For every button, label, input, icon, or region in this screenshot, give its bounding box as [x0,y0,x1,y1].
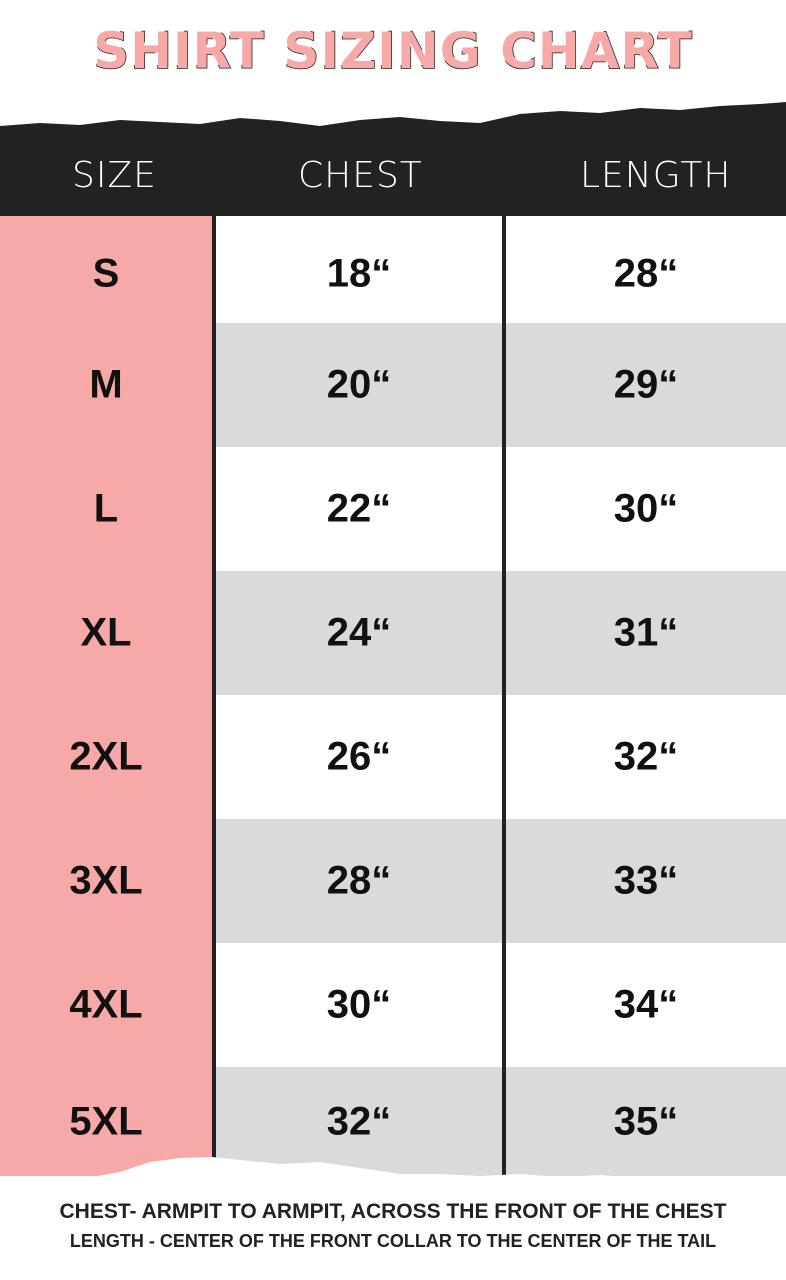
cell-length: 35“ [613,1099,679,1143]
column-divider [212,216,216,1176]
cell-chest: 22“ [326,486,392,531]
cell-size: 3XL [69,858,143,903]
cell-chest: 26“ [326,734,392,779]
table-row [216,323,786,447]
cell-size: M [89,362,123,407]
page-title: SHIRT SIZING CHART [92,21,693,81]
cell-size: 4XL [69,982,143,1027]
header-length: LENGTH [580,155,732,196]
table-row [216,819,786,943]
cell-chest: 24“ [326,610,392,655]
chest-note: CHEST- ARMPIT TO ARMPIT, ACROSS THE FRON… [59,1200,727,1223]
cell-chest: 28“ [326,858,392,903]
cell-length: 32“ [613,734,679,779]
cell-size: L [93,486,119,531]
cell-size: 5XL [69,1099,143,1143]
cell-length: 34“ [613,982,679,1027]
cell-length: 33“ [613,858,679,903]
table-row [216,1067,786,1176]
column-divider [502,216,506,1176]
torn-edge-top [0,102,786,136]
cell-chest: 18“ [326,251,392,295]
torn-edge-bottom [0,1157,786,1200]
size-column [0,216,212,1176]
header-chest: CHEST [298,155,423,196]
cell-chest: 30“ [326,982,392,1027]
cell-size: 2XL [69,734,143,779]
header-size: SIZE [72,155,157,196]
cell-length: 28“ [613,251,679,295]
length-note: LENGTH - CENTER OF THE FRONT COLLAR TO T… [69,1231,717,1251]
cell-size: S [92,251,120,295]
table-header [0,128,786,216]
cell-length: 31“ [613,610,679,655]
cell-chest: 20“ [326,362,392,407]
cell-size: XL [80,610,132,655]
cell-length: 29“ [613,362,679,407]
cell-chest: 32“ [326,1099,392,1143]
table-row [216,571,786,695]
cell-length: 30“ [613,486,679,531]
